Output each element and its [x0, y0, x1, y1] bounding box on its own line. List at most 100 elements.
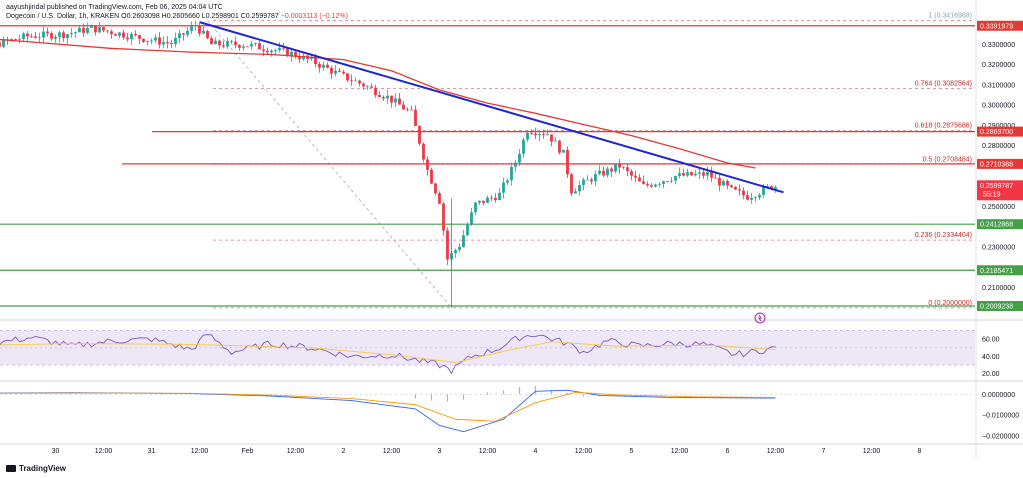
fib-level-label: 0.618 (0.2875686) [915, 122, 972, 129]
candle-body [630, 171, 633, 176]
candle-body [698, 172, 701, 174]
candle-body [74, 32, 77, 34]
moving-average-line [0, 38, 756, 169]
candle-body [310, 57, 313, 59]
candle-body [718, 177, 721, 186]
candle-body [382, 97, 385, 99]
last-price-tag [977, 180, 1023, 201]
macd-histogram-bar [486, 392, 489, 395]
candle-body [370, 86, 373, 88]
candle-body [238, 45, 241, 48]
time-tick-label: 6 [726, 448, 730, 455]
rsi-ma-line [0, 341, 776, 363]
candle-body [614, 164, 617, 172]
candle-body [678, 173, 681, 177]
candle-body [514, 162, 517, 167]
candle-body [710, 172, 713, 178]
candle-body [406, 109, 409, 111]
bar-countdown: 55:19 [983, 191, 1001, 198]
candle-body [650, 185, 653, 187]
symbol-ohlc-line: Dogecoin / U.S. Dollar, 1h, KRAKEN O0.26… [6, 12, 348, 21]
candle-body [570, 174, 573, 194]
candle-body [670, 180, 673, 182]
candle-body [446, 230, 449, 260]
candle-body [642, 181, 645, 184]
candle-body [90, 25, 93, 28]
candle-body [198, 25, 201, 34]
time-tick-label: 12:00 [95, 448, 113, 455]
candle-body [538, 133, 541, 136]
candle-body [50, 33, 53, 39]
candle-body [286, 48, 289, 57]
macd-histogram-bar [518, 387, 521, 395]
time-tick-label: 8 [918, 448, 922, 455]
candle-body [638, 177, 641, 182]
candle-body [106, 30, 109, 32]
fib-level-label: 0.5 (0.2708484) [923, 156, 972, 163]
candle-body [482, 200, 485, 203]
time-tick-label: Feb [241, 448, 253, 455]
candle-body [138, 35, 141, 39]
candle-body [66, 34, 69, 39]
candle-body [58, 32, 61, 37]
candle-body [598, 170, 601, 175]
candle-body [694, 173, 697, 176]
tradingview-logo[interactable]: TradingView [6, 464, 66, 473]
candle-body [534, 133, 537, 136]
candle-body [246, 46, 249, 48]
candle-body [442, 203, 445, 231]
candle-body [706, 172, 709, 176]
candle-body [702, 172, 705, 176]
candle-body [430, 169, 433, 184]
candle-body [654, 184, 657, 187]
candle-body [38, 37, 41, 39]
ohlc-values: O0.2603098 H0.2605660 L0.2598901 C0.2599… [121, 13, 279, 20]
fib-level-label: 0.764 (0.3082564) [915, 80, 972, 87]
candle-body [86, 27, 89, 33]
candle-body [622, 167, 625, 169]
candle-body [610, 168, 613, 172]
time-tick-label: 2 [342, 448, 346, 455]
candle-body [418, 126, 421, 144]
candle-body [174, 38, 177, 45]
candle-body [662, 181, 665, 184]
candle-body [54, 36, 57, 39]
candle-body [78, 27, 81, 33]
candle-body [390, 95, 393, 103]
candle-body [774, 187, 777, 190]
candle-body [398, 98, 401, 105]
candle-body [222, 45, 225, 47]
time-tick-label: 12:00 [191, 448, 209, 455]
candle-body [586, 179, 589, 181]
candle-body [766, 186, 769, 188]
price-tick-label: 0.2900000 [982, 123, 1015, 130]
rsi-tick-label: 60.00 [982, 337, 1000, 344]
price-tick-label: 0.3200000 [982, 62, 1015, 69]
level-price-label: 0.3391979 [980, 23, 1013, 30]
rsi-line [0, 334, 776, 375]
level-price-label: 0.2869700 [980, 129, 1013, 136]
candle-body [262, 49, 265, 51]
rsi-tick-label: 40.00 [982, 354, 1000, 361]
rsi-tick-label: 20.00 [982, 371, 1000, 378]
candle-body [118, 32, 121, 36]
candle-body [134, 34, 137, 36]
event-bolt-icon [758, 314, 762, 322]
macd-tick-label: 0.0000000 [982, 392, 1015, 399]
macd-histogram-bar [446, 394, 449, 402]
candle-body [530, 132, 533, 134]
macd-histogram-bar [534, 386, 537, 395]
candle-body [254, 43, 257, 44]
candle-body [154, 37, 157, 41]
candle-body [354, 80, 357, 82]
macd-histogram-bar [414, 394, 417, 399]
candle-body [274, 50, 277, 52]
candle-body [542, 133, 545, 135]
candle-body [26, 33, 29, 37]
candle-body [466, 224, 469, 236]
candle-body [0, 42, 1, 47]
candle-body [602, 170, 605, 176]
candle-body [394, 98, 397, 103]
candle-body [470, 212, 473, 225]
